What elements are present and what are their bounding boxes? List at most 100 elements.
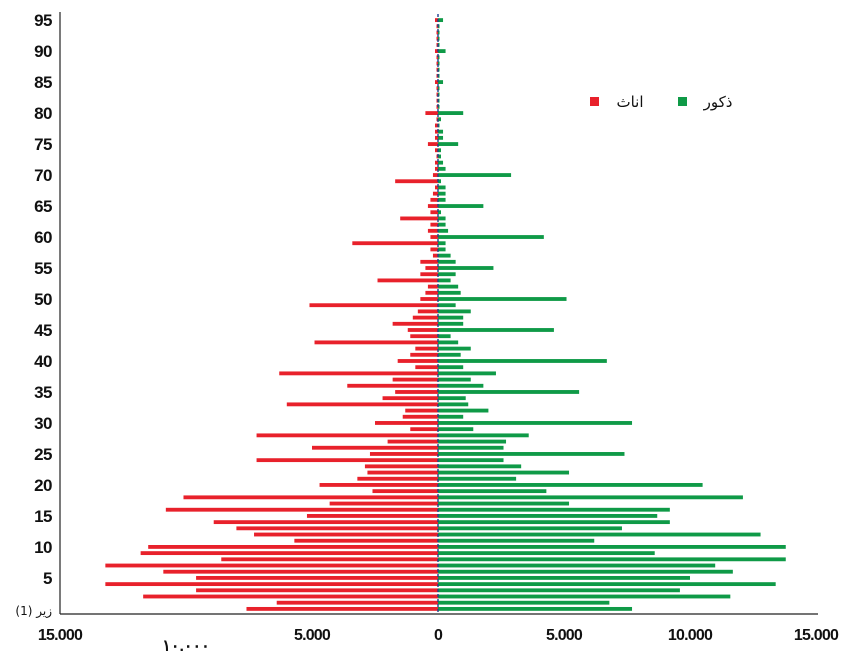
female-bar-age-88 bbox=[436, 61, 438, 66]
female-bar-age-0 bbox=[246, 606, 438, 611]
female-bar-age-20 bbox=[319, 483, 438, 487]
female-bar-age-55 bbox=[425, 266, 438, 270]
female-bar-age-61 bbox=[427, 228, 438, 233]
female-bar-age-52 bbox=[427, 284, 438, 289]
male-bars bbox=[438, 18, 786, 611]
female-bar-age-81 bbox=[436, 104, 438, 109]
male-bar-age-53 bbox=[438, 278, 451, 283]
female-bar-age-47 bbox=[412, 315, 438, 320]
y-tick-label-5: 5 bbox=[43, 569, 52, 588]
female-bar-age-56 bbox=[420, 259, 438, 264]
y-tick-label-10: 10 bbox=[34, 538, 52, 557]
male-bar-age-56 bbox=[438, 259, 456, 264]
male-bar-age-1 bbox=[438, 600, 610, 605]
male-bar-age-9 bbox=[438, 551, 655, 556]
female-bar-age-24 bbox=[256, 458, 438, 463]
male-bar-age-39 bbox=[438, 365, 464, 370]
male-bar-age-49 bbox=[438, 303, 456, 308]
male-bar-age-3 bbox=[438, 588, 680, 593]
y-axis-ticks: زير (1) 5 10 15 20 25 30 35 40 45 50 55 60 65 70 75 80 85… bbox=[15, 11, 52, 619]
female-bar-age-89 bbox=[436, 55, 438, 60]
female-bar-age-86 bbox=[436, 73, 438, 78]
female-bar-age-67 bbox=[432, 191, 438, 196]
female-bar-age-70 bbox=[432, 173, 438, 177]
male-bar-age-13 bbox=[438, 526, 622, 531]
male-bar-age-4 bbox=[438, 582, 776, 587]
male-bar-age-58 bbox=[438, 247, 446, 252]
female-bar-age-80 bbox=[425, 111, 438, 115]
female-bar-age-42 bbox=[415, 346, 438, 351]
male-bar-age-60 bbox=[438, 235, 544, 239]
female-bar-age-44 bbox=[410, 334, 438, 339]
male-bar-age-19 bbox=[438, 489, 547, 494]
female-bar-age-39 bbox=[415, 365, 438, 370]
female-bar-age-7 bbox=[105, 563, 439, 568]
male-bar-age-54 bbox=[438, 272, 456, 277]
male-bar-age-40 bbox=[438, 359, 607, 363]
male-bar-age-50 bbox=[438, 297, 567, 301]
y-tick-label-80: 80 bbox=[34, 104, 52, 123]
male-bar-age-10 bbox=[438, 545, 786, 549]
male-bar-age-52 bbox=[438, 284, 459, 289]
male-bar-age-88 bbox=[438, 61, 440, 66]
y-tick-label-85: 85 bbox=[34, 73, 52, 92]
male-bar-age-92 bbox=[438, 36, 440, 41]
y-tick-label-40: 40 bbox=[34, 352, 52, 371]
female-bar-age-53 bbox=[377, 278, 438, 283]
female-bar-age-66 bbox=[430, 197, 438, 202]
female-bar-age-40 bbox=[397, 359, 438, 363]
male-bar-age-76 bbox=[438, 135, 444, 140]
male-bar-age-86 bbox=[438, 73, 440, 78]
female-bar-age-85 bbox=[435, 80, 438, 84]
male-bar-age-42 bbox=[438, 346, 471, 351]
x-tick-label-5: 10.000 bbox=[668, 627, 713, 644]
x-tick-label-6: 15.000 bbox=[794, 627, 839, 644]
female-bar-age-19 bbox=[372, 489, 438, 494]
male-bar-age-22 bbox=[438, 470, 570, 475]
female-bar-age-21 bbox=[357, 476, 438, 481]
female-bar-age-92 bbox=[436, 36, 438, 41]
female-bar-age-13 bbox=[236, 526, 438, 531]
female-bar-age-12 bbox=[254, 532, 438, 537]
female-bar-age-37 bbox=[392, 377, 438, 382]
legend: اناث ذكور bbox=[590, 93, 732, 111]
male-bar-age-83 bbox=[438, 92, 440, 97]
male-bar-age-47 bbox=[438, 315, 464, 320]
female-bar-age-50 bbox=[420, 297, 438, 301]
y-tick-label-75: 75 bbox=[34, 135, 52, 154]
x-tick-label-1: ١٠.٠٠٠ bbox=[162, 638, 209, 651]
female-bar-age-32 bbox=[405, 408, 438, 413]
female-bar-age-62 bbox=[430, 222, 438, 227]
female-bar-age-94 bbox=[436, 24, 438, 29]
female-bar-age-71 bbox=[435, 166, 438, 171]
female-bar-age-41 bbox=[410, 352, 438, 357]
female-bar-age-1 bbox=[276, 600, 438, 605]
male-bar-age-38 bbox=[438, 371, 496, 376]
female-bar-age-68 bbox=[435, 185, 438, 190]
male-bar-age-11 bbox=[438, 538, 595, 543]
y-tick-label-95: 95 bbox=[34, 11, 52, 30]
female-bar-age-75 bbox=[427, 142, 438, 146]
female-bar-age-51 bbox=[425, 290, 438, 295]
male-bar-age-75 bbox=[438, 142, 459, 146]
legend-swatch-male bbox=[678, 97, 687, 106]
female-bar-age-57 bbox=[432, 253, 438, 258]
male-bar-age-65 bbox=[438, 204, 484, 208]
female-bar-age-79 bbox=[436, 117, 438, 122]
x-tick-label-3: 0 bbox=[434, 627, 443, 644]
male-bar-age-28 bbox=[438, 433, 529, 438]
y-tick-label-50: 50 bbox=[34, 290, 52, 309]
x-tick-label-0: 15.000 bbox=[38, 627, 83, 644]
female-bar-age-28 bbox=[256, 433, 438, 438]
male-bar-age-90 bbox=[438, 49, 446, 54]
male-bar-age-78 bbox=[438, 123, 440, 128]
female-bar-age-18 bbox=[183, 495, 438, 500]
female-bar-age-73 bbox=[436, 154, 438, 159]
male-bar-age-95 bbox=[438, 18, 444, 23]
female-bar-age-10 bbox=[148, 545, 438, 549]
female-bar-age-90 bbox=[435, 49, 438, 54]
female-bar-age-36 bbox=[347, 383, 438, 388]
male-bar-age-46 bbox=[438, 321, 464, 326]
male-bar-age-45 bbox=[438, 328, 554, 332]
